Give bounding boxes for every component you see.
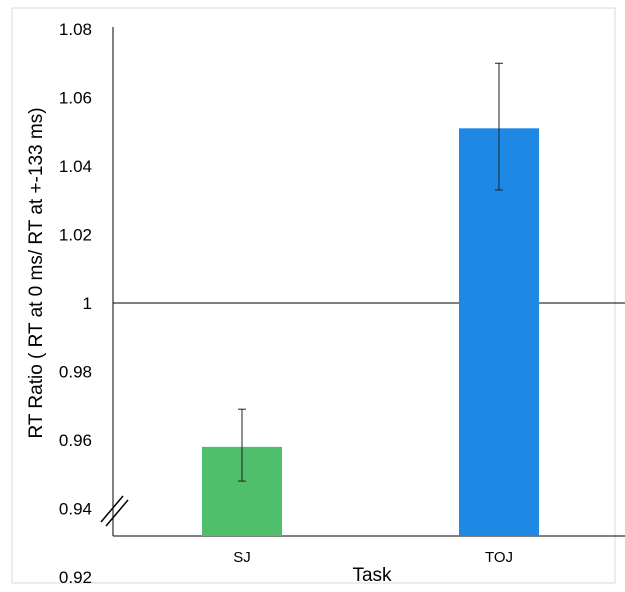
y-tick-label: 1.02 <box>59 226 92 245</box>
y-tick-label: 0.94 <box>59 500 92 519</box>
y-tick-label: 1.06 <box>59 89 92 108</box>
axis-break-mark <box>105 499 129 527</box>
y-tick-label: 0.96 <box>59 431 92 450</box>
x-axis-title: Task <box>352 565 392 586</box>
bar-toj <box>459 128 539 536</box>
y-axis-title: RT Ratio ( RT at 0 ms/ RT at +-133 ms) <box>26 107 47 438</box>
plot-frame <box>11 7 616 584</box>
y-tick-label: 0.98 <box>59 363 92 382</box>
y-tick-label: 1.04 <box>59 157 92 176</box>
y-tick-label: 0.92 <box>59 568 92 587</box>
y-tick-label: 1.08 <box>59 20 92 39</box>
x-tick-label: SJ <box>233 549 251 566</box>
x-tick-label: TOJ <box>485 549 513 566</box>
axis-break-mark <box>100 495 124 523</box>
y-tick-label: 1 <box>83 294 92 313</box>
